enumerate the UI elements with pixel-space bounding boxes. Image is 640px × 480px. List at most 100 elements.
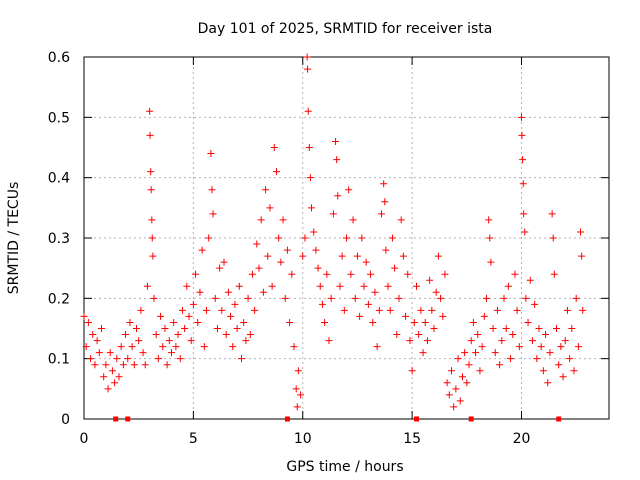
data-point <box>218 306 226 314</box>
data-point <box>448 367 455 375</box>
data-point <box>428 306 436 314</box>
data-point <box>362 258 370 266</box>
data-point <box>463 379 471 387</box>
data-point <box>458 373 466 381</box>
data-point <box>391 264 399 272</box>
data-point <box>301 234 309 242</box>
data-point <box>332 137 340 145</box>
data-point <box>487 258 495 266</box>
data-point <box>483 294 490 302</box>
data-point <box>380 180 388 188</box>
data-point <box>213 325 221 332</box>
zero-marker <box>125 416 131 422</box>
data-point <box>126 318 134 326</box>
data-point <box>349 216 357 224</box>
data-point <box>242 337 250 345</box>
data-point <box>542 331 550 339</box>
zero-markers <box>113 416 562 422</box>
data-point <box>84 318 92 326</box>
data-point <box>128 343 136 351</box>
data-point <box>557 343 565 351</box>
data-point <box>395 294 403 302</box>
data-point <box>327 294 335 302</box>
data-point <box>244 294 252 302</box>
data-point <box>205 234 213 242</box>
data-point <box>426 276 434 284</box>
data-point <box>148 216 156 224</box>
data-point <box>566 355 574 363</box>
data-point <box>329 210 337 218</box>
data-point <box>443 379 451 387</box>
data-point <box>290 343 298 351</box>
data-point <box>578 252 586 260</box>
data-point <box>141 361 149 369</box>
data-point <box>369 318 377 326</box>
data-point <box>147 168 155 176</box>
data-point <box>496 361 504 369</box>
data-point <box>194 318 202 326</box>
data-point <box>293 403 301 411</box>
data-point <box>360 282 368 290</box>
data-point <box>421 318 429 326</box>
data-point <box>549 234 557 242</box>
data-point <box>122 331 130 339</box>
data-point <box>561 337 569 345</box>
data-point <box>264 252 272 260</box>
data-point <box>378 210 385 218</box>
data-point <box>555 361 563 369</box>
x-tick-label: 15 <box>403 431 421 447</box>
data-point <box>568 325 576 332</box>
zero-marker <box>468 416 474 422</box>
data-point <box>80 312 88 320</box>
data-point <box>450 403 458 411</box>
data-point <box>306 174 314 182</box>
x-tick-label: 5 <box>189 431 198 447</box>
data-point <box>546 349 554 357</box>
data-point <box>308 204 315 212</box>
data-point <box>550 270 558 278</box>
data-point <box>240 318 248 326</box>
data-point <box>91 361 99 369</box>
data-point <box>570 367 578 375</box>
data-point <box>386 306 394 314</box>
data-point <box>163 361 171 369</box>
data-point <box>189 300 197 308</box>
data-point <box>333 156 341 164</box>
data-point <box>149 252 157 260</box>
data-point <box>493 306 501 314</box>
data-point <box>310 228 318 236</box>
data-point <box>509 331 517 339</box>
data-point <box>340 306 348 314</box>
data-point <box>95 349 103 357</box>
data-point <box>353 252 361 260</box>
data-point <box>415 331 423 339</box>
data-point <box>222 331 230 339</box>
data-point <box>524 318 532 326</box>
data-point <box>456 397 464 405</box>
data-point <box>563 306 571 314</box>
data-point <box>187 337 195 345</box>
data-point <box>104 385 112 393</box>
data-point <box>235 282 243 290</box>
y-tick-label: 0.2 <box>48 291 70 307</box>
data-point <box>513 306 521 314</box>
y-tick-label: 0.3 <box>48 231 70 247</box>
data-point <box>174 331 182 339</box>
data-point <box>268 282 276 290</box>
data-point <box>393 331 401 339</box>
data-point <box>200 343 208 351</box>
data-point <box>423 337 431 345</box>
data-point <box>419 349 427 357</box>
data-point <box>93 337 101 345</box>
data-point <box>351 294 359 302</box>
data-point <box>478 343 486 351</box>
data-point <box>216 264 224 272</box>
data-point <box>500 294 508 302</box>
data-point <box>288 270 296 278</box>
data-point <box>168 349 175 357</box>
data-point <box>246 331 254 339</box>
data-point <box>279 216 287 224</box>
data-point <box>474 331 482 339</box>
data-point <box>146 107 154 115</box>
data-point <box>358 234 366 242</box>
